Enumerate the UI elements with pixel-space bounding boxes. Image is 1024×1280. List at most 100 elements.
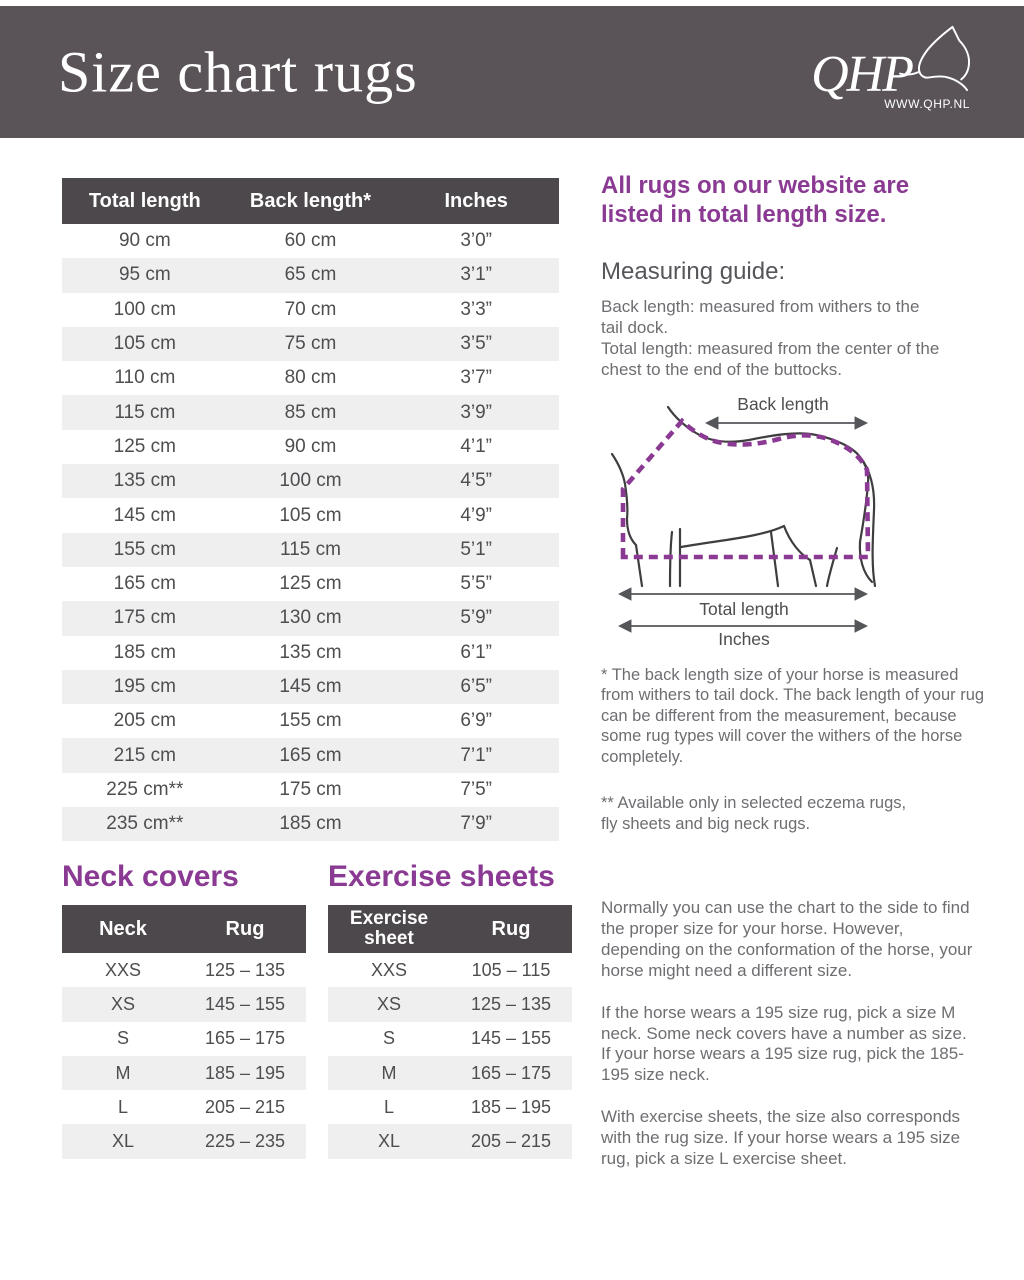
table-cell: 3’5”: [460, 333, 492, 355]
table-cell: 5’9”: [460, 607, 492, 629]
footnote-availability-line2: fly sheets and big neck rugs.: [601, 814, 811, 833]
table-cell: 60 cm: [284, 230, 337, 252]
table-row: 225 cm** 175 cm 7’5”: [62, 773, 559, 807]
table-row: 195 cm 145 cm 6’5”: [62, 669, 559, 705]
table-cell: 155 cm: [113, 538, 176, 560]
table-cell: S: [382, 1028, 395, 1049]
table-cell: 3’0”: [460, 230, 492, 252]
table-cell: L: [383, 1096, 394, 1117]
table-cell: 215 cm: [113, 744, 176, 766]
table-row: 215 cm 165 cm 7’1”: [62, 738, 559, 773]
table-cell: 185 – 195: [470, 1096, 552, 1117]
table-cell: 185 cm: [113, 641, 176, 663]
column-header-back-length: Back length*: [227, 178, 394, 224]
neck-covers-table: Neck Rug XXS 125 – 135 XS 145 – 155 S 165 – 1…: [62, 905, 306, 1159]
column-header-total-length: Total length: [62, 178, 228, 224]
table-cell: 115 cm: [280, 538, 341, 560]
table-cell: 3’1”: [460, 264, 492, 286]
table-cell: 145 – 155: [470, 1028, 552, 1049]
table-cell: 135 cm: [113, 470, 176, 492]
table-cell: 3’9”: [460, 401, 492, 423]
table-row: M 185 – 195: [62, 1055, 306, 1091]
table-cell: 185 – 195: [204, 1062, 286, 1083]
table-cell: 100 cm: [113, 298, 176, 320]
column-header-exercise-sheet: Exercise sheet: [328, 905, 450, 953]
rug-size-table: Total length Back length* Inches 90 cm 60…: [62, 178, 559, 842]
footnote-back-length: * The back length size of your horse is …: [601, 665, 985, 766]
table-cell: 65 cm: [284, 264, 337, 286]
table-cell: 7’5”: [460, 778, 492, 800]
table-row: XL 225 – 235: [62, 1124, 306, 1159]
table-header-row: Exercise sheet Rug: [328, 905, 572, 953]
measuring-diagram: Back length: [610, 394, 993, 651]
table-cell: 105 – 115: [471, 959, 551, 980]
table-cell: 125 – 135: [204, 959, 286, 980]
table-row: 235 cm** 185 cm 7’9”: [62, 807, 559, 842]
table-cell: 70 cm: [284, 298, 337, 320]
table-cell: 165 cm: [113, 573, 176, 595]
table-cell: 195 cm: [113, 676, 176, 697]
table-cell: 165 cm: [279, 744, 342, 766]
table-row: 110 cm 80 cm 3’7”: [62, 361, 559, 395]
table-cell: L: [117, 1096, 128, 1117]
table-row: XXS 105 – 115: [328, 953, 572, 987]
table-row: M 165 – 175: [328, 1055, 572, 1091]
table-cell: 105 cm: [279, 504, 342, 526]
measuring-guide-total-length: Total length: measured from the center o…: [601, 338, 940, 379]
table-cell: 110 cm: [114, 367, 176, 389]
table-row: 115 cm 85 cm 3’9”: [62, 395, 559, 430]
table-row: 135 cm 100 cm 4’5”: [62, 464, 559, 499]
table-cell: 145 – 155: [204, 993, 286, 1014]
table-cell: XS: [110, 993, 135, 1014]
table-cell: 130 cm: [279, 607, 342, 629]
diagram-back-length-label: Back length: [737, 396, 828, 414]
table-row: L 205 – 215: [62, 1090, 306, 1124]
table-row: S 145 – 155: [328, 1022, 572, 1056]
table-cell: XL: [377, 1131, 401, 1152]
table-cell: 145 cm: [279, 676, 342, 697]
table-cell: 4’1”: [460, 435, 492, 457]
table-cell: 3’3”: [460, 298, 492, 320]
table-cell: 205 – 215: [470, 1131, 552, 1152]
table-cell: 90 cm: [284, 435, 337, 457]
table-cell: 4’5”: [460, 470, 492, 492]
table-row: XS 125 – 135: [328, 987, 572, 1022]
table-cell: 6’1”: [460, 641, 492, 663]
qhp-website-url: WWW.QHP.NL: [884, 97, 970, 111]
table-cell: 7’9”: [460, 813, 492, 835]
qhp-logo: QHP WWW.QHP.NL: [811, 24, 974, 111]
footnote-availability-line1: ** Available only in selected eczema rug…: [601, 794, 907, 813]
table-row: L 185 – 195: [328, 1090, 572, 1124]
table-row: 185 cm 135 cm 6’1”: [62, 636, 559, 670]
table-cell: XXS: [104, 959, 142, 980]
table-cell: 100 cm: [279, 470, 342, 492]
table-cell: M: [115, 1062, 131, 1083]
sizing-note-exercise: With exercise sheets, the size also corr…: [601, 1107, 961, 1169]
table-header-row: Total length Back length* Inches: [62, 178, 559, 224]
page-title: Size chart rugs: [58, 39, 418, 105]
table-header-row: Neck Rug: [62, 905, 306, 953]
table-cell: 185 cm: [279, 813, 342, 835]
table-cell: 7’1”: [460, 744, 492, 766]
exercise-sheets-table: Exercise sheet Rug XXS 105 – 115 XS 125 – 1…: [328, 905, 572, 1159]
table-row: XXS 125 – 135: [62, 953, 306, 987]
table-row: S 165 – 175: [62, 1022, 306, 1056]
rug-outline-dashed: [620, 417, 871, 560]
table-cell: 205 cm: [113, 710, 176, 732]
table-row: 175 cm 130 cm 5’9”: [62, 601, 559, 636]
column-header-inches: Inches: [393, 178, 559, 224]
table-cell: 3’7”: [460, 367, 492, 389]
neck-covers-title: Neck covers: [62, 860, 239, 893]
table-cell: 175 cm: [279, 778, 342, 800]
table-row: 205 cm 155 cm 6’9”: [62, 704, 559, 738]
table-cell: 75 cm: [284, 333, 337, 355]
table-row: XS 145 – 155: [62, 987, 306, 1022]
table-row: 155 cm 115 cm 5’1”: [62, 532, 559, 567]
table-row: 90 cm 60 cm 3’0”: [62, 224, 559, 258]
table-cell: 225 – 235: [204, 1131, 286, 1152]
header-banner: Size chart rugs QHP WWW.QHP.NL: [0, 6, 1024, 138]
horse-head-icon: [896, 24, 974, 99]
table-row: 145 cm 105 cm 4’9”: [62, 498, 559, 532]
qhp-logo-text: QHP: [811, 45, 914, 103]
